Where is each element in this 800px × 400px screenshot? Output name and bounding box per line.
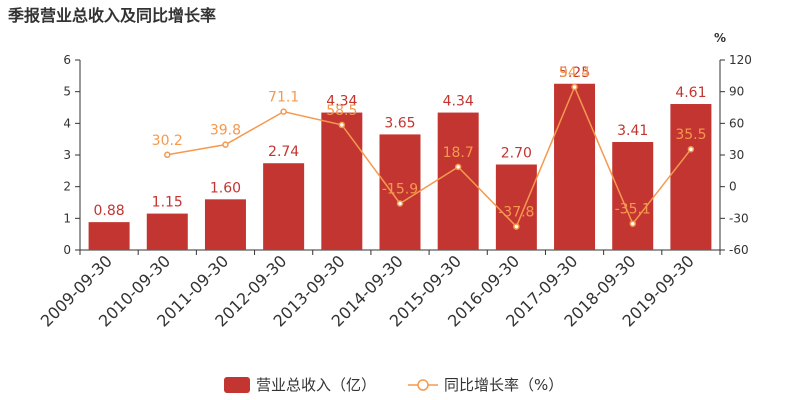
revenue-bar-label: 1.15 bbox=[152, 195, 183, 211]
left-tick-label: 4 bbox=[63, 116, 71, 130]
growth-point-label: 35.5 bbox=[675, 127, 706, 143]
growth-point-label: -15.9 bbox=[382, 181, 418, 197]
growth-point bbox=[454, 163, 462, 171]
chart-title: 季报营业总收入及同比增长率 bbox=[8, 6, 217, 25]
revenue-bar-label: 2.70 bbox=[501, 146, 532, 162]
revenue-bar bbox=[321, 112, 363, 250]
right-tick-label: 90 bbox=[729, 85, 744, 99]
revenue-bar-label: 4.34 bbox=[326, 94, 357, 110]
growth-point bbox=[338, 121, 346, 129]
left-tick-label: 5 bbox=[63, 85, 71, 99]
growth-point bbox=[571, 83, 578, 91]
growth-point-label: 58.5 bbox=[326, 103, 357, 119]
revenue-bar bbox=[88, 222, 130, 250]
growth-point bbox=[222, 141, 229, 148]
growth-point bbox=[164, 151, 171, 159]
growth-point-label: 30.2 bbox=[152, 133, 183, 149]
revenue-bar bbox=[379, 134, 421, 250]
growth-point-label: -35.1 bbox=[615, 202, 651, 218]
right-tick-label: 60 bbox=[729, 116, 744, 130]
left-tick-label: 1 bbox=[63, 211, 71, 225]
revenue-bar bbox=[554, 83, 596, 250]
growth-point-label: 39.8 bbox=[210, 123, 241, 139]
growth-point bbox=[396, 200, 404, 207]
left-tick-label: 0 bbox=[63, 243, 71, 257]
revenue-bar-label: 1.60 bbox=[210, 180, 241, 196]
legend-revenue-label: 营业总收入（亿） bbox=[256, 376, 376, 394]
revenue-bar bbox=[612, 142, 654, 250]
revenue-bar bbox=[146, 213, 188, 250]
revenue-bar-label: 4.61 bbox=[675, 85, 706, 101]
revenue-bar bbox=[495, 164, 537, 250]
revenue-bar-label: 4.34 bbox=[443, 94, 474, 110]
growth-point-label: 94.4 bbox=[559, 65, 590, 81]
revenue-bar bbox=[263, 163, 305, 250]
right-tick-label: 30 bbox=[729, 148, 744, 162]
growth-point-label: 18.7 bbox=[443, 145, 474, 161]
growth-point bbox=[629, 220, 636, 227]
revenue-bar-label: 2.74 bbox=[268, 144, 299, 160]
right-tick-label: 120 bbox=[729, 53, 752, 67]
left-tick-label: 3 bbox=[63, 148, 71, 162]
left-tick-label: 2 bbox=[63, 180, 71, 194]
legend-revenue-swatch bbox=[224, 377, 250, 393]
right-tick-label: -60 bbox=[729, 243, 749, 257]
growth-point bbox=[513, 223, 520, 230]
revenue-bar bbox=[204, 199, 246, 250]
legend-growth-label: 同比增长率（%） bbox=[444, 376, 563, 394]
revenue-bar-label: 0.88 bbox=[94, 203, 125, 219]
right-tick-label: 0 bbox=[729, 180, 737, 194]
right-axis-unit: % bbox=[714, 31, 726, 45]
right-tick-label: -30 bbox=[729, 211, 749, 225]
left-tick-label: 6 bbox=[63, 53, 71, 67]
growth-point-label: -37.8 bbox=[498, 205, 534, 221]
revenue-bar bbox=[670, 104, 712, 251]
growth-point bbox=[280, 108, 287, 115]
growth-line bbox=[167, 85, 692, 228]
revenue-bar-label: 3.41 bbox=[617, 123, 648, 139]
revenue-bar-label: 5.25 bbox=[559, 65, 590, 81]
growth-point-label: 71.1 bbox=[268, 90, 299, 106]
growth-point bbox=[687, 145, 695, 153]
revenue-bar-label: 3.65 bbox=[384, 115, 415, 131]
legend-growth-marker bbox=[417, 379, 429, 391]
